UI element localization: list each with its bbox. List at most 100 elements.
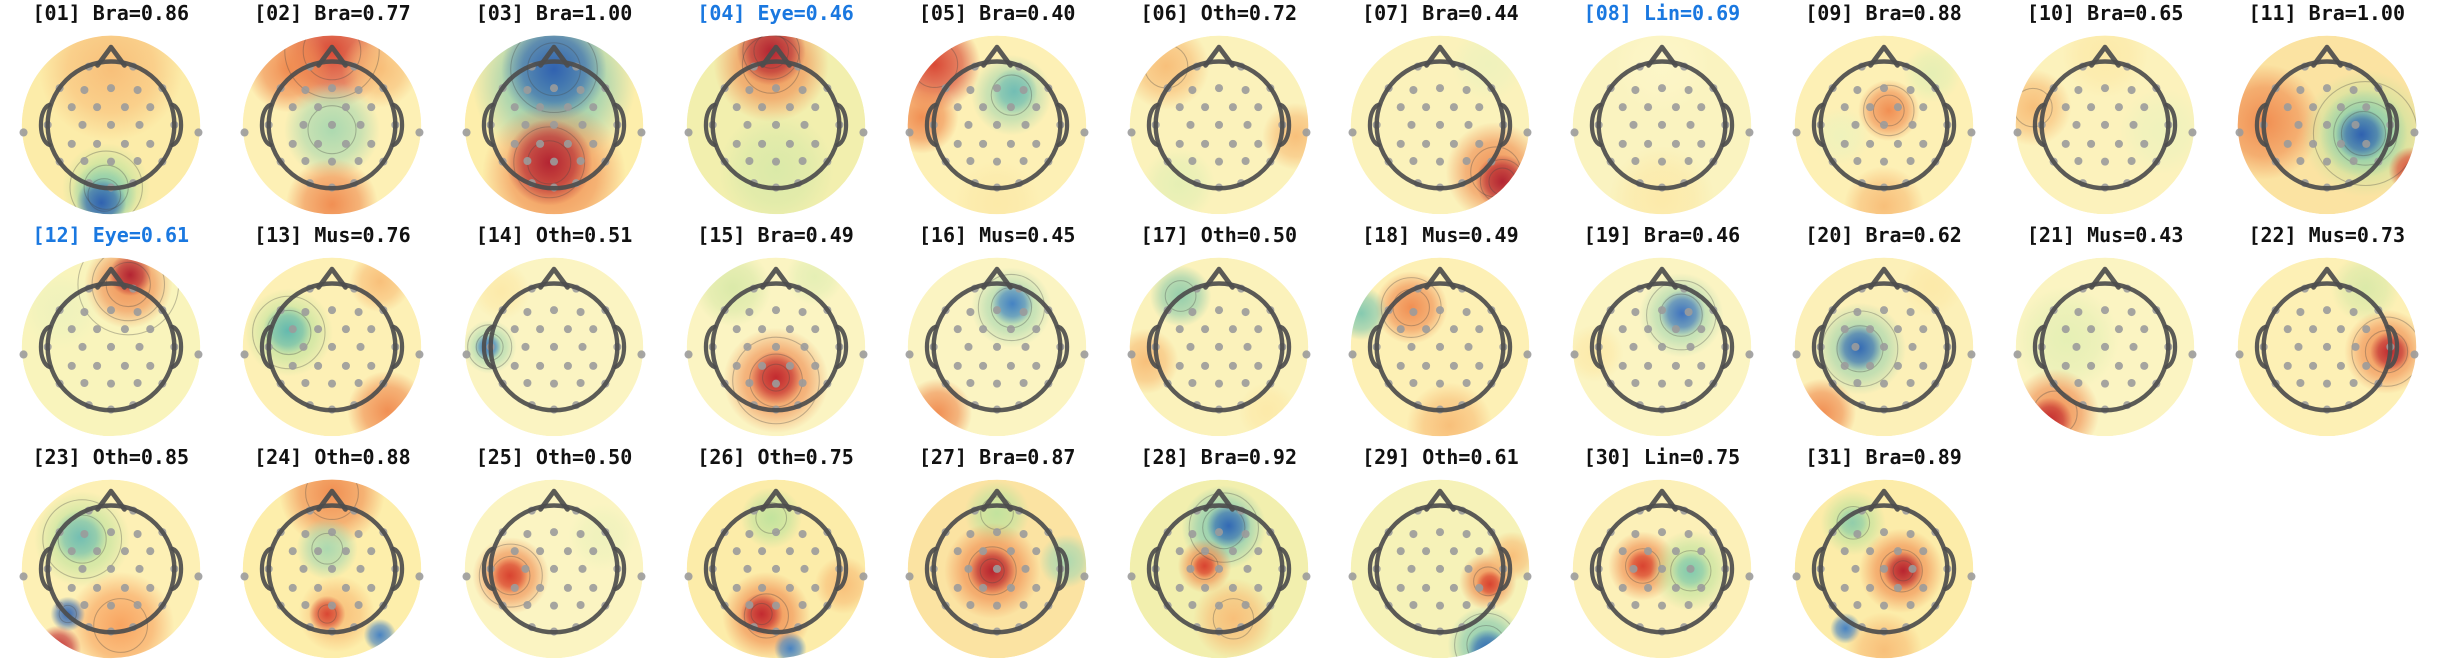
nose-icon: [316, 44, 349, 68]
right-ear-icon: [1721, 546, 1735, 592]
left-ear-icon: [1589, 546, 1603, 592]
left-ear-icon: [1368, 546, 1382, 592]
head-outline: [703, 44, 848, 191]
head-outline: [260, 44, 405, 191]
topomap: [1127, 479, 1311, 659]
topomap: [1348, 35, 1532, 215]
nose-icon: [1202, 266, 1235, 290]
head-outline: [38, 44, 183, 191]
right-ear-icon: [1942, 324, 1956, 370]
nose-icon: [981, 44, 1014, 68]
component-title-08: [08] Lin=0.69: [1583, 1, 1741, 25]
nose-icon: [316, 488, 349, 512]
topomap: [1127, 35, 1311, 215]
topomap: [462, 479, 646, 659]
right-ear-icon: [391, 324, 405, 370]
head-outline: [1811, 266, 1956, 413]
component-cell-20: [20] Bra=0.62: [1773, 222, 1995, 444]
component-title-10: [10] Bra=0.65: [2026, 1, 2184, 25]
head-outline: [2254, 44, 2399, 191]
head-outline: [481, 266, 627, 413]
component-title-01: [01] Bra=0.86: [32, 1, 190, 25]
topomap: [462, 35, 646, 215]
topomap: [240, 257, 424, 437]
topomap: [1348, 257, 1532, 437]
left-ear-icon: [1146, 102, 1160, 148]
nose-icon: [94, 266, 127, 290]
right-ear-icon: [834, 546, 848, 592]
right-ear-icon: [1721, 102, 1735, 148]
component-cell-09: [09] Bra=0.88: [1773, 0, 1995, 222]
component-title-09: [09] Bra=0.88: [1805, 1, 1962, 25]
right-ear-icon: [834, 324, 848, 370]
left-ear-icon: [260, 546, 274, 592]
component-cell-31: [31] Bra=0.89: [1773, 444, 1995, 666]
left-ear-icon: [2254, 102, 2268, 148]
head-outline: [703, 488, 848, 635]
component-title-18: [18] Mus=0.49: [1362, 223, 1519, 247]
nose-icon: [1424, 44, 1457, 68]
component-title-27: [27] Bra=0.87: [918, 445, 1076, 469]
nose-icon: [538, 488, 570, 512]
head-outline: [1589, 266, 1735, 413]
topomap: [1570, 35, 1754, 215]
component-title-02: [02] Bra=0.77: [254, 1, 411, 25]
left-ear-icon: [1589, 102, 1603, 148]
right-ear-icon: [613, 324, 627, 370]
head-outline: [1811, 44, 1956, 191]
head-outline: [1146, 44, 1291, 191]
topomap: [1792, 257, 1976, 437]
component-title-26: [26] Oth=0.75: [697, 445, 854, 469]
topomap: [905, 257, 1089, 437]
component-cell-14: [14] Oth=0.51: [443, 222, 665, 444]
component-cell-26: [26] Oth=0.75: [665, 444, 887, 666]
right-ear-icon: [170, 102, 183, 148]
left-ear-icon: [703, 546, 717, 592]
head-outline: [38, 266, 183, 413]
component-cell-16: [16] Mus=0.45: [886, 222, 1108, 444]
component-title-21: [21] Mus=0.43: [2026, 223, 2184, 247]
component-title-15: [15] Bra=0.49: [697, 223, 854, 247]
left-ear-icon: [260, 102, 274, 148]
component-cell-21: [21] Mus=0.43: [1994, 222, 2216, 444]
nose-icon: [1646, 488, 1678, 512]
topomap: [2013, 257, 2197, 437]
nose-icon: [1202, 488, 1235, 512]
right-ear-icon: [2386, 102, 2399, 148]
component-title-12: [12] Eye=0.61: [32, 223, 190, 247]
head-outline: [260, 266, 405, 413]
head-outline: [1368, 266, 1513, 413]
topomap: [19, 35, 203, 215]
left-ear-icon: [2254, 324, 2268, 370]
head-outline: [481, 44, 627, 191]
topomap: [684, 479, 868, 659]
nose-icon: [1867, 488, 1900, 512]
topomap: [240, 479, 424, 659]
component-title-04: [04] Eye=0.46: [697, 1, 854, 25]
nose-icon: [2089, 266, 2121, 290]
component-cell-03: [03] Bra=1.00: [443, 0, 665, 222]
nose-icon: [1867, 266, 1900, 290]
right-ear-icon: [613, 546, 627, 592]
left-ear-icon: [924, 546, 938, 592]
nose-icon: [1646, 44, 1678, 68]
right-ear-icon: [2164, 324, 2178, 370]
component-cell-02: [02] Bra=0.77: [222, 0, 444, 222]
left-ear-icon: [1811, 546, 1825, 592]
left-ear-icon: [1589, 324, 1603, 370]
head-outline: [1146, 488, 1291, 635]
nose-icon: [981, 488, 1014, 512]
left-ear-icon: [481, 324, 495, 370]
component-title-03: [03] Bra=1.00: [475, 1, 633, 25]
component-cell-12: [12] Eye=0.61: [0, 222, 222, 444]
component-title-30: [30] Lin=0.75: [1583, 445, 1741, 469]
nose-icon: [94, 44, 127, 68]
topomap: [2235, 35, 2419, 215]
left-ear-icon: [2032, 102, 2046, 148]
head-outline: [703, 266, 848, 413]
component-cell-04: [04] Eye=0.46: [665, 0, 887, 222]
right-ear-icon: [1278, 324, 1291, 370]
component-cell-18: [18] Mus=0.49: [1330, 222, 1552, 444]
